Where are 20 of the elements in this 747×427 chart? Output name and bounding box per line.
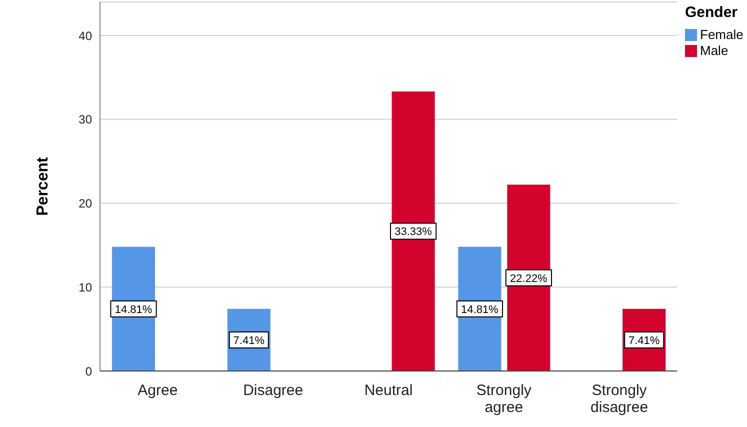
y-tick-label: 0 <box>85 364 92 378</box>
x-tick-label: Agree <box>138 382 178 399</box>
legend-label: Female <box>699 27 744 43</box>
y-tick-label: 40 <box>78 28 92 43</box>
y-tick-label: 20 <box>78 196 92 211</box>
x-tick-label: Strongly disagree <box>590 382 648 416</box>
y-axis-title: Percent <box>34 156 52 216</box>
data-label: 7.41% <box>628 334 660 347</box>
y-tick-label: 30 <box>78 112 92 127</box>
x-tick-label: Strongly agree <box>476 382 532 416</box>
x-tick-label: Disagree <box>243 382 304 399</box>
x-tick-label: Neutral <box>364 382 413 399</box>
y-tick-label: 10 <box>78 280 92 294</box>
data-label: 7.41% <box>233 334 265 347</box>
legend-label: Male <box>699 43 730 59</box>
data-label: 33.33% <box>394 226 432 238</box>
data-label: 14.81% <box>114 304 152 316</box>
data-label: 14.81% <box>461 304 499 316</box>
legend-title: Gender <box>685 4 739 21</box>
data-label: 22.22% <box>510 272 548 285</box>
